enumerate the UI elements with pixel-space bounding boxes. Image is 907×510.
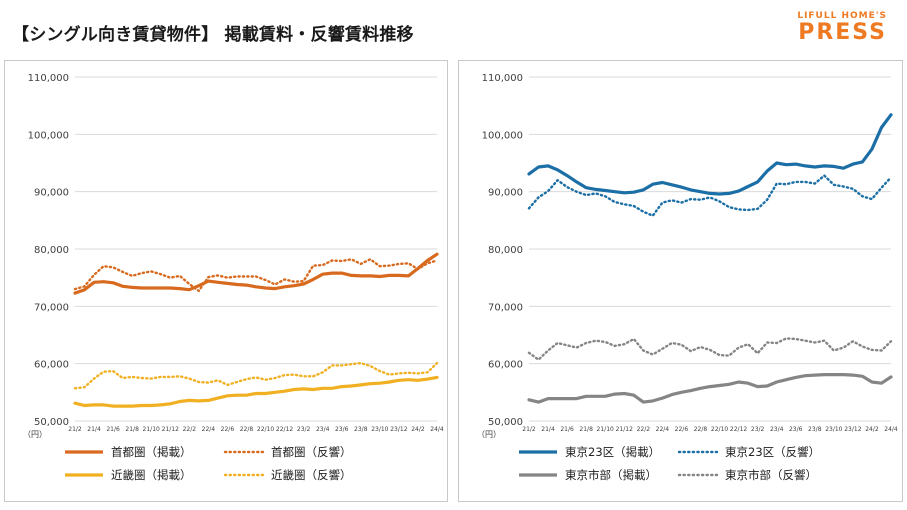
series-line-0 [73,252,439,295]
brand-logo: LIFULL HOME'S PRESS [797,11,887,44]
series-line-0 [527,113,893,196]
x-tick-label: 24/2 [411,426,425,433]
y-tick-label: 70,000 [34,302,69,313]
x-tick-label: 23/8 [354,426,368,433]
y-tick-label: 90,000 [488,188,523,199]
x-tick-label: 21/2 [522,426,536,433]
legend-label-3: 東京市部（反響） [725,468,817,482]
y-tick-label: 60,000 [34,360,69,371]
x-tick-label: 21/10 [597,426,614,433]
x-tick-label: 21/8 [125,426,139,433]
x-tick-label: 22/10 [711,426,728,433]
chart-panel-left: 50,000 60,000 70,000 80,000 90,000 100,000 110… [4,60,448,502]
x-tick-label: 22/10 [257,426,274,433]
y-tick-label: 50,000 [488,417,523,428]
x-tick-label: 23/2 [751,426,765,433]
x-tick-label: 23/8 [808,426,822,433]
x-tick-label: 23/4 [770,426,784,433]
y-tick-label: 50,000 [34,417,69,428]
x-tick-label: 23/6 [789,426,803,433]
x-tick-label: 22/4 [656,426,670,433]
chart-left: 50,000 60,000 70,000 80,000 90,000 100,000 110… [23,73,444,482]
x-tick-label: 21/10 [143,426,160,433]
legend-label-1: 首都圏（反響） [271,445,352,459]
x-tick-label: 24/4 [430,426,444,433]
x-tick-label: 23/10 [825,426,842,433]
legend-label-0: 東京23区（掲載） [565,445,660,459]
x-tick-label: 21/12 [162,426,179,433]
x-tick-label: 23/4 [316,426,330,433]
chart-right: 50,000 60,000 70,000 80,000 90,000 100,000 110… [477,73,898,482]
x-tick-label: 21/6 [560,426,574,433]
series-line-3 [527,337,893,361]
series-line-3 [73,361,439,390]
y-tick-label: 70,000 [488,302,523,313]
x-tick-label: 23/6 [335,426,349,433]
y-tick-label: 80,000 [488,245,523,256]
x-tick-label: 21/6 [106,426,120,433]
y-axis-unit: （円） [23,430,47,439]
page-title: 【シングル向き賃貸物件】 掲載賃料・反響賃料推移 [12,25,414,45]
y-tick-label: 110,000 [482,73,523,84]
series-line-2 [527,373,893,404]
legend-label-3: 近畿圏（反響） [271,468,352,482]
x-tick-label: 22/8 [694,426,708,433]
y-tick-label: 60,000 [488,360,523,371]
x-tick-label: 22/8 [240,426,254,433]
legend-label-0: 首都圏（掲載） [111,445,192,459]
y-tick-label: 110,000 [28,73,69,84]
x-tick-label: 22/12 [730,426,747,433]
x-tick-label: 22/6 [221,426,235,433]
legend-label-1: 東京23区（反響） [725,445,820,459]
y-axis-unit: （円） [477,430,501,439]
x-tick-label: 21/4 [87,426,101,433]
x-tick-label: 21/8 [579,426,593,433]
y-tick-label: 90,000 [34,188,69,199]
x-tick-label: 21/2 [68,426,82,433]
brand-logo-top: LIFULL HOME'S [797,11,887,21]
y-tick-label: 100,000 [28,130,69,141]
x-tick-label: 24/4 [884,426,898,433]
x-tick-label: 22/6 [675,426,689,433]
chart-panel-right: 50,000 60,000 70,000 80,000 90,000 100,000 110… [458,60,903,502]
x-tick-label: 21/4 [541,426,555,433]
legend-label-2: 近畿圏（掲載） [111,468,192,482]
y-tick-label: 100,000 [482,130,523,141]
x-tick-label: 23/12 [390,426,407,433]
x-tick-label: 23/10 [371,426,388,433]
x-tick-label: 22/2 [183,426,197,433]
x-tick-label: 22/2 [637,426,651,433]
series-line-1 [73,258,439,293]
brand-logo-main: PRESS [798,20,887,45]
x-tick-label: 22/4 [202,426,216,433]
x-tick-label: 21/12 [616,426,633,433]
series-line-2 [73,375,439,408]
y-tick-label: 80,000 [34,245,69,256]
series-line-1 [527,174,893,217]
x-tick-label: 23/12 [844,426,861,433]
x-tick-label: 24/2 [865,426,879,433]
x-tick-label: 22/12 [276,426,293,433]
x-tick-label: 23/2 [297,426,311,433]
legend-label-2: 東京市部（掲載） [565,468,657,482]
